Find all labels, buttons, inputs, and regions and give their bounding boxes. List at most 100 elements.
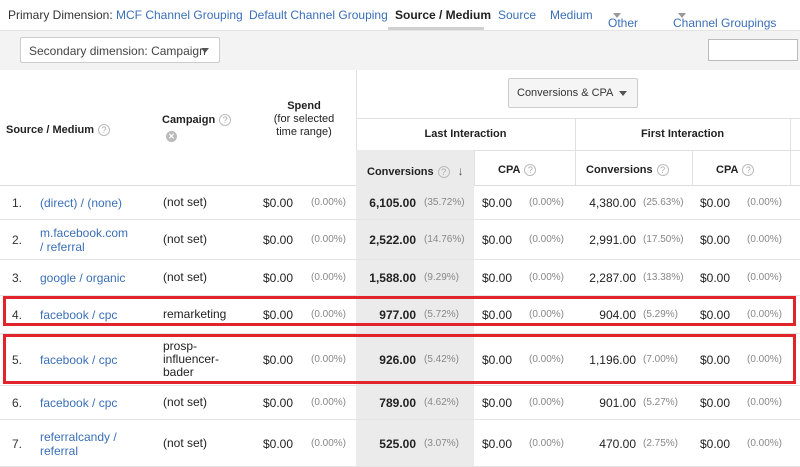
- dimension-source-medium[interactable]: Source / Medium: [395, 8, 492, 22]
- source-medium-link-line2[interactable]: / referral: [40, 240, 85, 254]
- dimension-default-channel-grouping[interactable]: Default Channel Grouping: [249, 8, 388, 22]
- help-icon[interactable]: ?: [437, 166, 450, 179]
- first-conversions-percent: (2.75%): [643, 437, 679, 449]
- metric-group-dropdown[interactable]: Conversions & CPA: [508, 78, 638, 108]
- header-source-medium[interactable]: Source / Medium?: [6, 124, 111, 137]
- first-cpa-percent: (0.00%): [747, 197, 783, 208]
- source-medium-link[interactable]: facebook / cpc: [40, 396, 118, 410]
- sort-descending-icon[interactable]: ↓: [457, 164, 464, 178]
- first-cpa-value: $0.00: [700, 353, 731, 367]
- last-conversions-value: 789.00: [379, 396, 416, 410]
- help-icon[interactable]: ?: [742, 164, 755, 177]
- column-divider: [474, 150, 475, 186]
- help-icon[interactable]: ?: [98, 124, 111, 137]
- spend-value: $0.00: [263, 436, 294, 451]
- source-medium-link[interactable]: facebook / cpc: [40, 353, 118, 367]
- dimension-other-label: Other: [608, 16, 639, 30]
- last-conversions-value: 926.00: [379, 353, 416, 367]
- campaign-cell: prosp-: [163, 339, 198, 353]
- secondary-dimension-dropdown[interactable]: Secondary dimension: Campaign: [20, 37, 220, 63]
- campaign-cell: (not set): [163, 395, 208, 409]
- first-cpa-percent: (0.00%): [747, 354, 783, 365]
- first-cpa-percent: (0.00%): [747, 437, 783, 449]
- spend-value: $0.00: [263, 271, 294, 285]
- header-last-cpa-label: CPA: [498, 164, 521, 176]
- first-cpa-value: $0.00: [700, 436, 731, 451]
- source-medium-link-line2[interactable]: referral: [40, 443, 79, 458]
- highlight-box: [3, 334, 796, 384]
- search-input[interactable]: [708, 39, 798, 61]
- spend-percent: (0.00%): [311, 197, 347, 208]
- header-spend[interactable]: Spend (for selected time range): [258, 100, 350, 139]
- campaign-cell: remarketing: [163, 307, 227, 321]
- help-icon[interactable]: ?: [219, 114, 232, 127]
- row-index: 7.: [12, 436, 23, 451]
- source-medium-link[interactable]: m.facebook.com: [40, 226, 129, 240]
- row-index: 5.: [12, 353, 23, 367]
- spend-value: $0.00: [263, 353, 294, 367]
- first-cpa-value: $0.00: [700, 233, 731, 247]
- last-cpa-percent: (0.00%): [529, 197, 565, 208]
- help-icon[interactable]: ?: [524, 164, 537, 177]
- spend-percent: (0.00%): [311, 309, 347, 320]
- dimension-medium[interactable]: Medium: [550, 8, 593, 22]
- last-cpa-value: $0.00: [482, 353, 513, 367]
- last-conversions-value: 977.00: [379, 308, 416, 322]
- header-divider: [356, 118, 800, 119]
- channel-groupings-label: Channel Groupings: [673, 16, 777, 30]
- first-conversions-percent: (5.27%): [643, 397, 679, 408]
- secondary-dimension-label: Secondary dimension: Campaign: [29, 44, 206, 58]
- last-cpa-value: $0.00: [482, 396, 513, 410]
- header-last-conversions-label: Conversions: [367, 166, 434, 178]
- source-medium-link[interactable]: facebook / cpc: [40, 308, 118, 322]
- channel-groupings-dropdown[interactable]: Channel Groupings: [673, 8, 776, 30]
- first-conversions-value: 1,196.00: [589, 353, 636, 367]
- first-cpa-value: $0.00: [700, 396, 731, 410]
- column-divider: [692, 150, 693, 186]
- last-conversions-percent: (35.72%): [424, 197, 465, 208]
- header-last-cpa[interactable]: CPA?: [498, 164, 537, 177]
- row-index: 3.: [12, 271, 23, 285]
- dimension-other-dropdown[interactable]: Other: [608, 8, 638, 30]
- header-first-cpa-label: CPA: [716, 164, 739, 176]
- row-index: 4.: [12, 308, 23, 322]
- campaign-cell: (not set): [163, 435, 208, 450]
- campaign-cell: (not set): [163, 195, 208, 209]
- last-cpa-percent: (0.00%): [529, 272, 565, 283]
- first-conversions-value: 470.00: [599, 436, 636, 451]
- help-icon[interactable]: ?: [656, 164, 669, 177]
- sorted-header-cell: [356, 150, 474, 186]
- first-conversions-percent: (13.38%): [643, 272, 684, 283]
- table-header: Conversions & CPA Source / Medium? Campa…: [0, 70, 800, 186]
- spend-value: $0.00: [263, 396, 294, 410]
- column-divider: [790, 118, 791, 186]
- source-medium-link[interactable]: referralcandy /: [40, 429, 117, 444]
- header-first-conversions-label: Conversions: [586, 164, 653, 176]
- first-conversions-percent: (7.00%): [643, 354, 679, 365]
- dimension-mcf-channel-grouping[interactable]: MCF Channel Grouping: [116, 8, 243, 22]
- row-index: 2.: [12, 233, 23, 247]
- header-campaign[interactable]: Campaign? ✕: [162, 114, 232, 143]
- header-last-conversions[interactable]: Conversions? ↓: [367, 164, 464, 179]
- remove-dimension-icon[interactable]: ✕: [166, 131, 177, 143]
- last-cpa-percent: (0.00%): [529, 234, 565, 245]
- source-medium-link[interactable]: (direct) / (none): [40, 196, 123, 210]
- spend-percent: (0.00%): [311, 272, 347, 283]
- header-first-conversions[interactable]: Conversions?: [586, 164, 669, 177]
- first-conversions-value: 2,287.00: [589, 271, 636, 285]
- spend-value: $0.00: [263, 308, 294, 322]
- source-medium-link[interactable]: google / organic: [40, 271, 126, 285]
- first-conversions-percent: (25.63%): [643, 197, 684, 208]
- dimension-source[interactable]: Source: [498, 8, 537, 22]
- header-first-cpa[interactable]: CPA?: [716, 164, 755, 177]
- first-cpa-percent: (0.00%): [747, 234, 783, 245]
- table-row: 3. google / organic (not set) $0.00 (0.00%) 1…: [0, 260, 800, 296]
- table-row: 5. facebook / cpc prosp-influencer-bader $0…: [0, 334, 800, 386]
- spend-percent: (0.00%): [311, 234, 347, 245]
- campaign-cell-line2: influencer-: [163, 352, 220, 366]
- last-conversions-percent: (5.42%): [424, 354, 460, 365]
- active-dimension-indicator: [388, 27, 484, 30]
- last-conversions-percent: (9.29%): [424, 272, 460, 283]
- last-conversions-percent: (3.07%): [424, 437, 460, 449]
- table-row: 6. facebook / cpc (not set) $0.00 (0.00%) 789…: [0, 386, 800, 420]
